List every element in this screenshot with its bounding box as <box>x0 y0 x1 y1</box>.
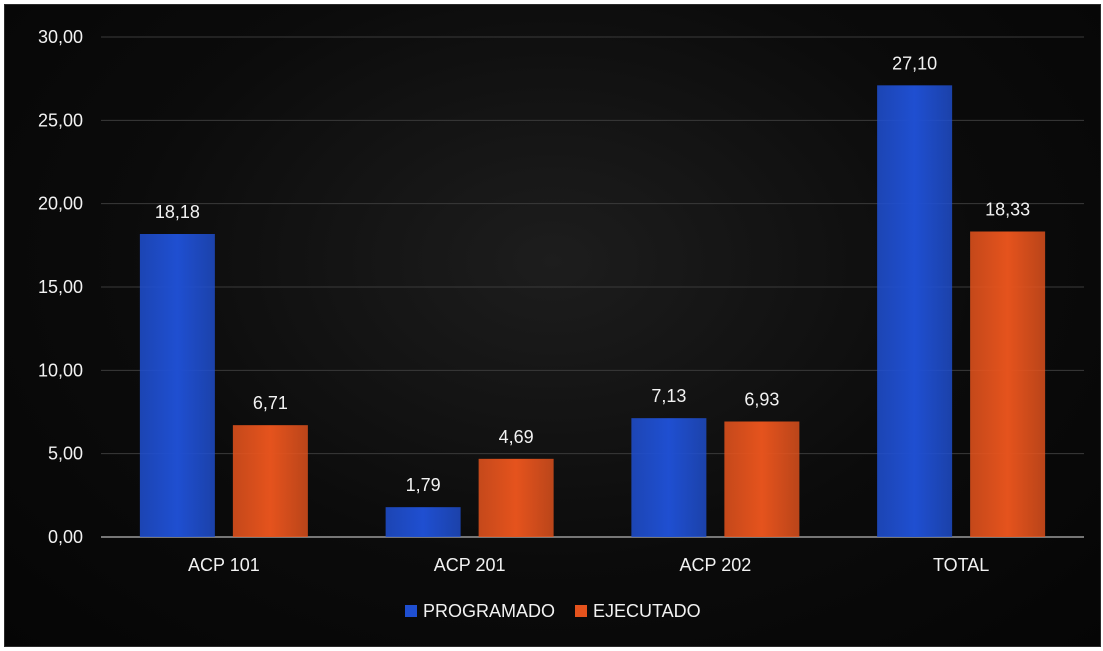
y-tick-label: 0,00 <box>48 527 83 547</box>
x-category-label: ACP 202 <box>680 555 752 575</box>
y-tick-label: 15,00 <box>38 277 83 297</box>
x-category-label: ACP 101 <box>188 555 260 575</box>
y-tick-label: 25,00 <box>38 110 83 130</box>
x-axis-categories: ACP 101 ACP 201 ACP 202 TOTAL <box>188 555 989 575</box>
data-label: 27,10 <box>892 53 937 73</box>
data-label: 6,93 <box>744 390 779 410</box>
data-label: 7,13 <box>651 386 686 406</box>
bars <box>139 85 1046 537</box>
bar-programado-acp-202 <box>631 418 707 537</box>
data-label: 1,79 <box>406 475 441 495</box>
x-category-label: ACP 201 <box>434 555 506 575</box>
bar-programado-acp-201 <box>385 507 461 537</box>
data-label: 18,18 <box>155 202 200 222</box>
bar-programado-acp-101 <box>139 234 215 537</box>
y-tick-label: 10,00 <box>38 360 83 380</box>
bar-ejecutado-acp-202 <box>724 421 800 537</box>
y-tick-label: 30,00 <box>38 27 83 47</box>
bar-ejecutado-acp-201 <box>478 458 554 537</box>
bar-chart: 0,00 5,00 10,00 15,00 20,00 25,00 30,00 18,18 6… <box>38 27 1084 621</box>
legend-swatch-programado <box>405 605 417 617</box>
data-labels: 18,18 6,71 1,79 4,69 7,13 6,93 27,10 18,33 <box>155 53 1030 495</box>
legend: PROGRAMADO EJECUTADO <box>405 601 701 621</box>
bar-programado-total <box>877 85 953 537</box>
data-label: 18,33 <box>985 200 1030 220</box>
y-tick-label: 20,00 <box>38 194 83 214</box>
legend-label-ejecutado: EJECUTADO <box>593 601 701 621</box>
data-label: 4,69 <box>499 427 534 447</box>
y-axis-ticks: 0,00 5,00 10,00 15,00 20,00 25,00 30,00 <box>38 27 83 547</box>
y-tick-label: 5,00 <box>48 444 83 464</box>
legend-swatch-ejecutado <box>575 605 587 617</box>
chart-frame: 0,00 5,00 10,00 15,00 20,00 25,00 30,00 18,18 6… <box>4 4 1101 647</box>
legend-label-programado: PROGRAMADO <box>423 601 555 621</box>
data-label: 6,71 <box>253 393 288 413</box>
bar-ejecutado-total <box>970 231 1046 537</box>
x-category-label: TOTAL <box>933 555 989 575</box>
bar-ejecutado-acp-101 <box>232 425 308 537</box>
